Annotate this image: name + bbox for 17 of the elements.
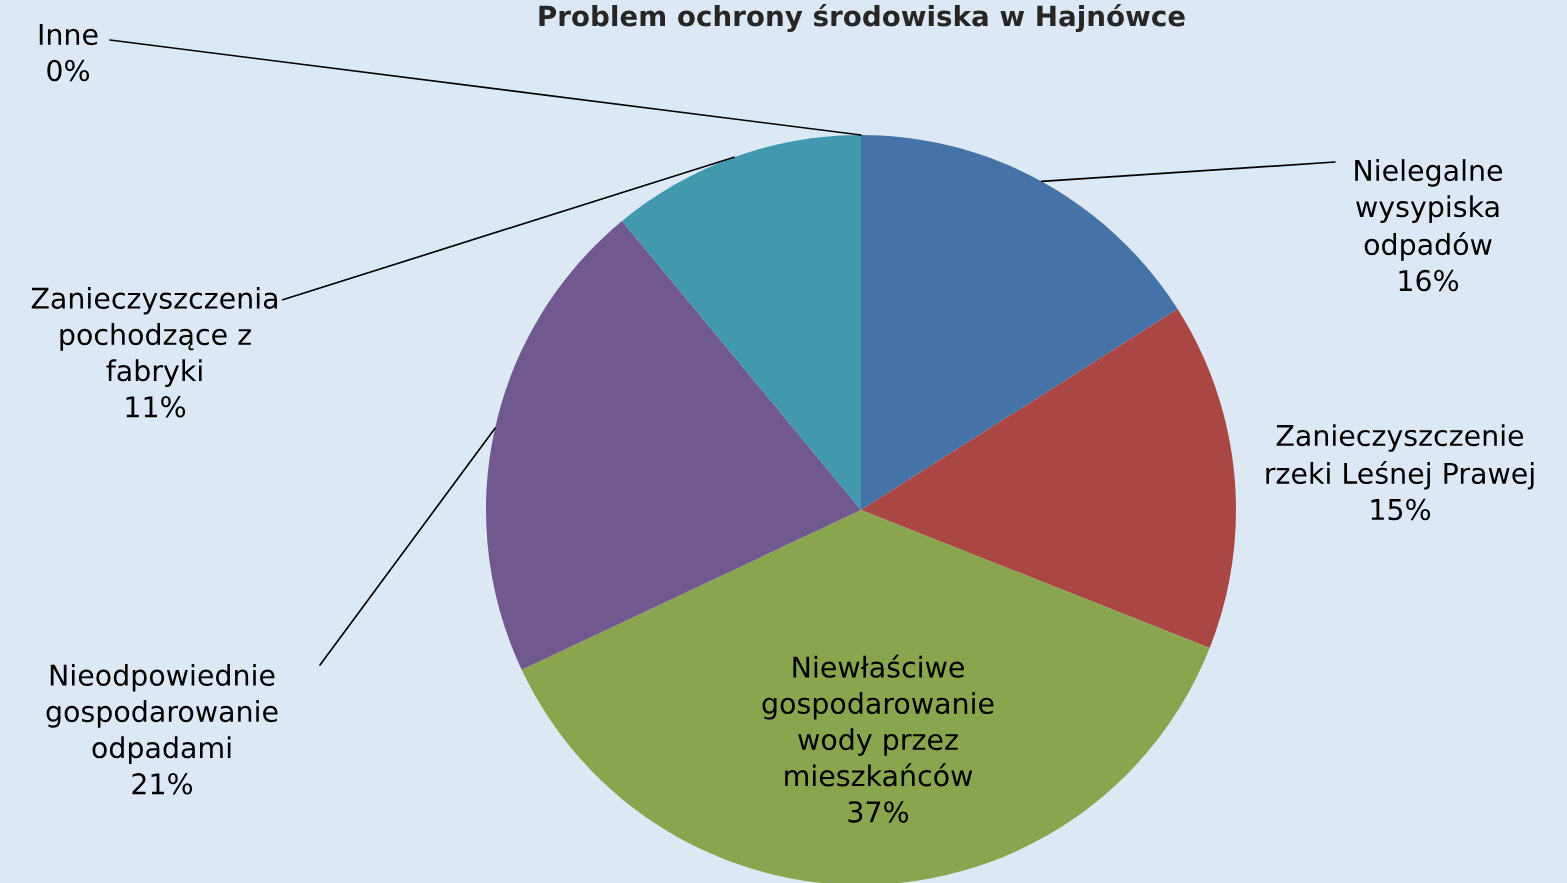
category-label: Inne bbox=[39, 23, 98, 46]
slice-label: Niewłaściwe gospodarowanie wody przez mieszkańców bbox=[762, 654, 994, 787]
data-label: 11% bbox=[126, 396, 186, 418]
chart-title: Problem ochrony środowiska w Hajnówce bbox=[539, 3, 1185, 33]
text: 0% bbox=[47, 59, 90, 82]
slice-label: Zanieczyszczenia pochodzące z fabryki bbox=[31, 286, 277, 387]
data-label: 16% bbox=[1399, 269, 1459, 292]
slice-label: Nieodpowiednie gospodarowanie odpadami bbox=[46, 663, 278, 764]
pie-slice bbox=[521, 510, 1210, 883]
data-label: 37% bbox=[848, 801, 909, 823]
pie-slice bbox=[861, 309, 1236, 649]
slice-label: Nielegalne wysypiska odpadów bbox=[1355, 159, 1503, 261]
data-label: 15% bbox=[1371, 498, 1431, 521]
slice-label: Zanieczyszczenie rzeki Leśnej Prawej bbox=[1266, 424, 1534, 490]
data-label: 21% bbox=[132, 773, 193, 795]
pie-slice bbox=[861, 135, 1178, 510]
pie-slice bbox=[621, 135, 861, 510]
